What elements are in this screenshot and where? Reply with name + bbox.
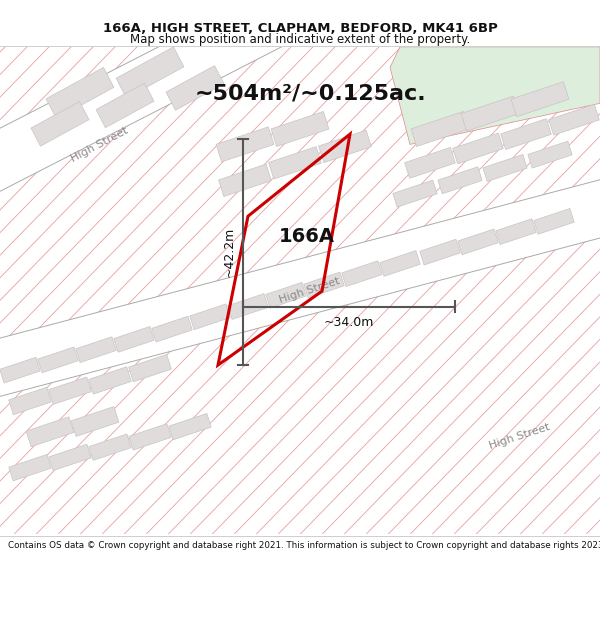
Bar [438,167,482,194]
Bar [9,454,51,481]
Polygon shape [0,168,600,408]
Polygon shape [390,47,600,144]
Bar [96,83,154,127]
Bar [38,347,78,372]
Bar [319,130,371,162]
Text: 166A: 166A [279,228,335,246]
Text: Map shows position and indicative extent of the property.: Map shows position and indicative extent… [130,33,470,46]
Bar [380,251,420,276]
Bar [26,417,74,447]
Bar [266,282,306,308]
Polygon shape [0,0,362,211]
Bar [114,326,154,352]
Bar [393,180,437,207]
Bar [46,68,114,119]
Bar [128,354,172,382]
Bar [411,111,469,146]
Text: ~504m²/~0.125ac.: ~504m²/~0.125ac. [194,83,426,103]
Text: 166A, HIGH STREET, CLAPHAM, BEDFORD, MK41 6BP: 166A, HIGH STREET, CLAPHAM, BEDFORD, MK4… [103,22,497,35]
Text: ~34.0m: ~34.0m [324,316,374,329]
Bar [190,304,230,329]
Bar [304,272,344,298]
Bar [218,164,271,196]
Bar [511,82,569,117]
Bar [420,239,460,265]
Bar [405,148,455,178]
Text: ~42.2m: ~42.2m [223,227,235,278]
Text: High Street: High Street [70,125,130,164]
Bar [169,413,211,440]
Bar [528,141,572,168]
Bar [116,47,184,98]
Bar [31,101,89,146]
Bar [71,406,119,436]
Bar [342,261,382,286]
Bar [501,119,551,149]
Bar [458,229,498,255]
Bar [216,127,274,162]
Bar [228,294,268,319]
Bar [534,209,574,234]
Bar [483,154,527,181]
Bar [0,357,40,383]
Bar [453,133,503,164]
Bar [269,147,322,179]
Bar [49,377,91,404]
Bar [129,424,171,450]
Bar [461,96,519,131]
Text: High Street: High Street [488,422,551,451]
Bar [271,111,329,146]
Bar [152,316,192,342]
Bar [8,388,52,414]
Bar [49,444,91,471]
Text: High Street: High Street [278,276,341,304]
Bar [89,367,131,394]
Bar [76,337,116,362]
Bar [89,434,131,461]
Bar [549,104,599,135]
Bar [166,66,224,110]
Text: Contains OS data © Crown copyright and database right 2021. This information is : Contains OS data © Crown copyright and d… [8,541,600,549]
Bar [496,219,536,244]
